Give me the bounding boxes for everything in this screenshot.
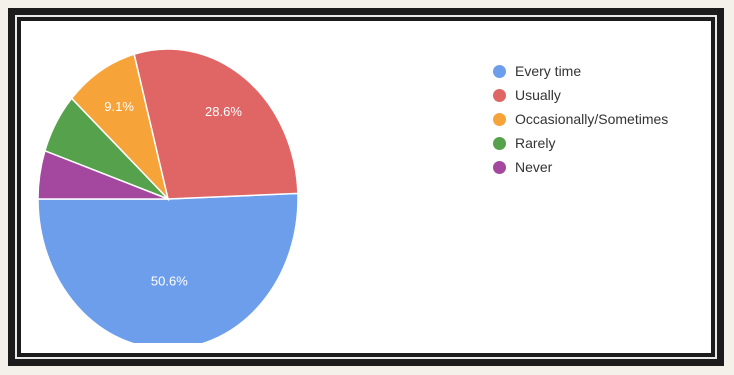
pie-slice-4 [37,149,169,200]
chart-frame-inner: 50.6% 28.6% 9.1% Every time Usually Occasion… [15,15,717,359]
pie-slice-0 [37,192,299,343]
legend-label-2: Occasionally/Sometimes [515,111,669,127]
legend-swatch-4 [493,160,506,174]
legend-label-0: Every time [515,63,582,79]
chart-card: 50.6% 28.6% 9.1% Every time Usually Occasion… [21,21,711,353]
legend-item-0: Every time [493,59,668,83]
legend-label-3: Rarely [515,135,556,151]
legend-swatch-1 [493,88,506,102]
legend-item-1: Usually [493,83,668,107]
pie-chart: 50.6% 28.6% 9.1% [37,48,299,343]
legend-label-4: Never [515,159,553,175]
chart-frame: 50.6% 28.6% 9.1% Every time Usually Occasion… [8,8,724,366]
slice-label-1: 28.6% [205,104,242,119]
pie-slice-1 [133,48,299,200]
chart-legend: Every time Usually Occasionally/Sometimes R… [493,59,668,179]
legend-item-4: Never [493,155,668,179]
legend-item-3: Rarely [493,131,668,155]
slice-label-0: 50.6% [151,273,188,288]
legend-item-2: Occasionally/Sometimes [493,107,668,131]
legend-label-1: Usually [515,87,561,103]
legend-swatch-2 [493,112,506,126]
pie-slice-2 [70,53,170,202]
legend-swatch-3 [493,136,506,150]
legend-swatch-0 [493,64,506,78]
slice-label-2: 9.1% [104,99,134,114]
